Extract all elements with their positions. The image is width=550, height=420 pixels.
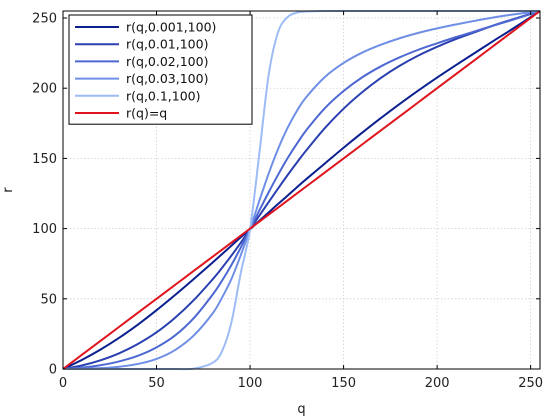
series-line-3	[62, 10, 541, 370]
legend-label: r(q)=q	[126, 106, 167, 121]
x-tick-label: 0	[59, 376, 67, 391]
series-line-4	[62, 10, 541, 370]
legend-label: r(q,0.01,100)	[126, 37, 208, 52]
series-line-6	[62, 10, 541, 370]
legend-box	[68, 14, 253, 125]
y-axis-title: r	[1, 187, 16, 193]
series-line-1	[62, 10, 541, 370]
legend-label: r(q,0.001,100)	[126, 20, 216, 35]
legend: r(q,0.001,100) r(q,0.01,100) r(q,0.02,100)…	[68, 14, 253, 125]
plot-area-frame	[62, 10, 541, 370]
x-axis-title: q	[297, 402, 305, 417]
x-tick-label: 100	[238, 376, 263, 391]
x-tick-label: 150	[331, 376, 356, 391]
legend-label: r(q,0.03,100)	[126, 71, 208, 86]
y-tick-label: 250	[32, 12, 57, 27]
y-tick-label: 150	[32, 152, 57, 167]
y-tick-label: 100	[32, 222, 57, 237]
x-tick-label: 50	[148, 376, 165, 391]
y-tick-label: 0	[49, 363, 57, 378]
x-tick-label: 250	[518, 376, 543, 391]
y-tick-label: 50	[40, 292, 57, 307]
axis-ticks: 0 50 100 150 200 250 0 50 100 150 200 250	[32, 11, 543, 391]
legend-label: r(q,0.02,100)	[126, 54, 208, 69]
legend-label: r(q,0.1,100)	[126, 88, 201, 103]
x-tick-label: 200	[425, 376, 450, 391]
series-line-2	[62, 10, 541, 370]
y-tick-label: 200	[32, 82, 57, 97]
